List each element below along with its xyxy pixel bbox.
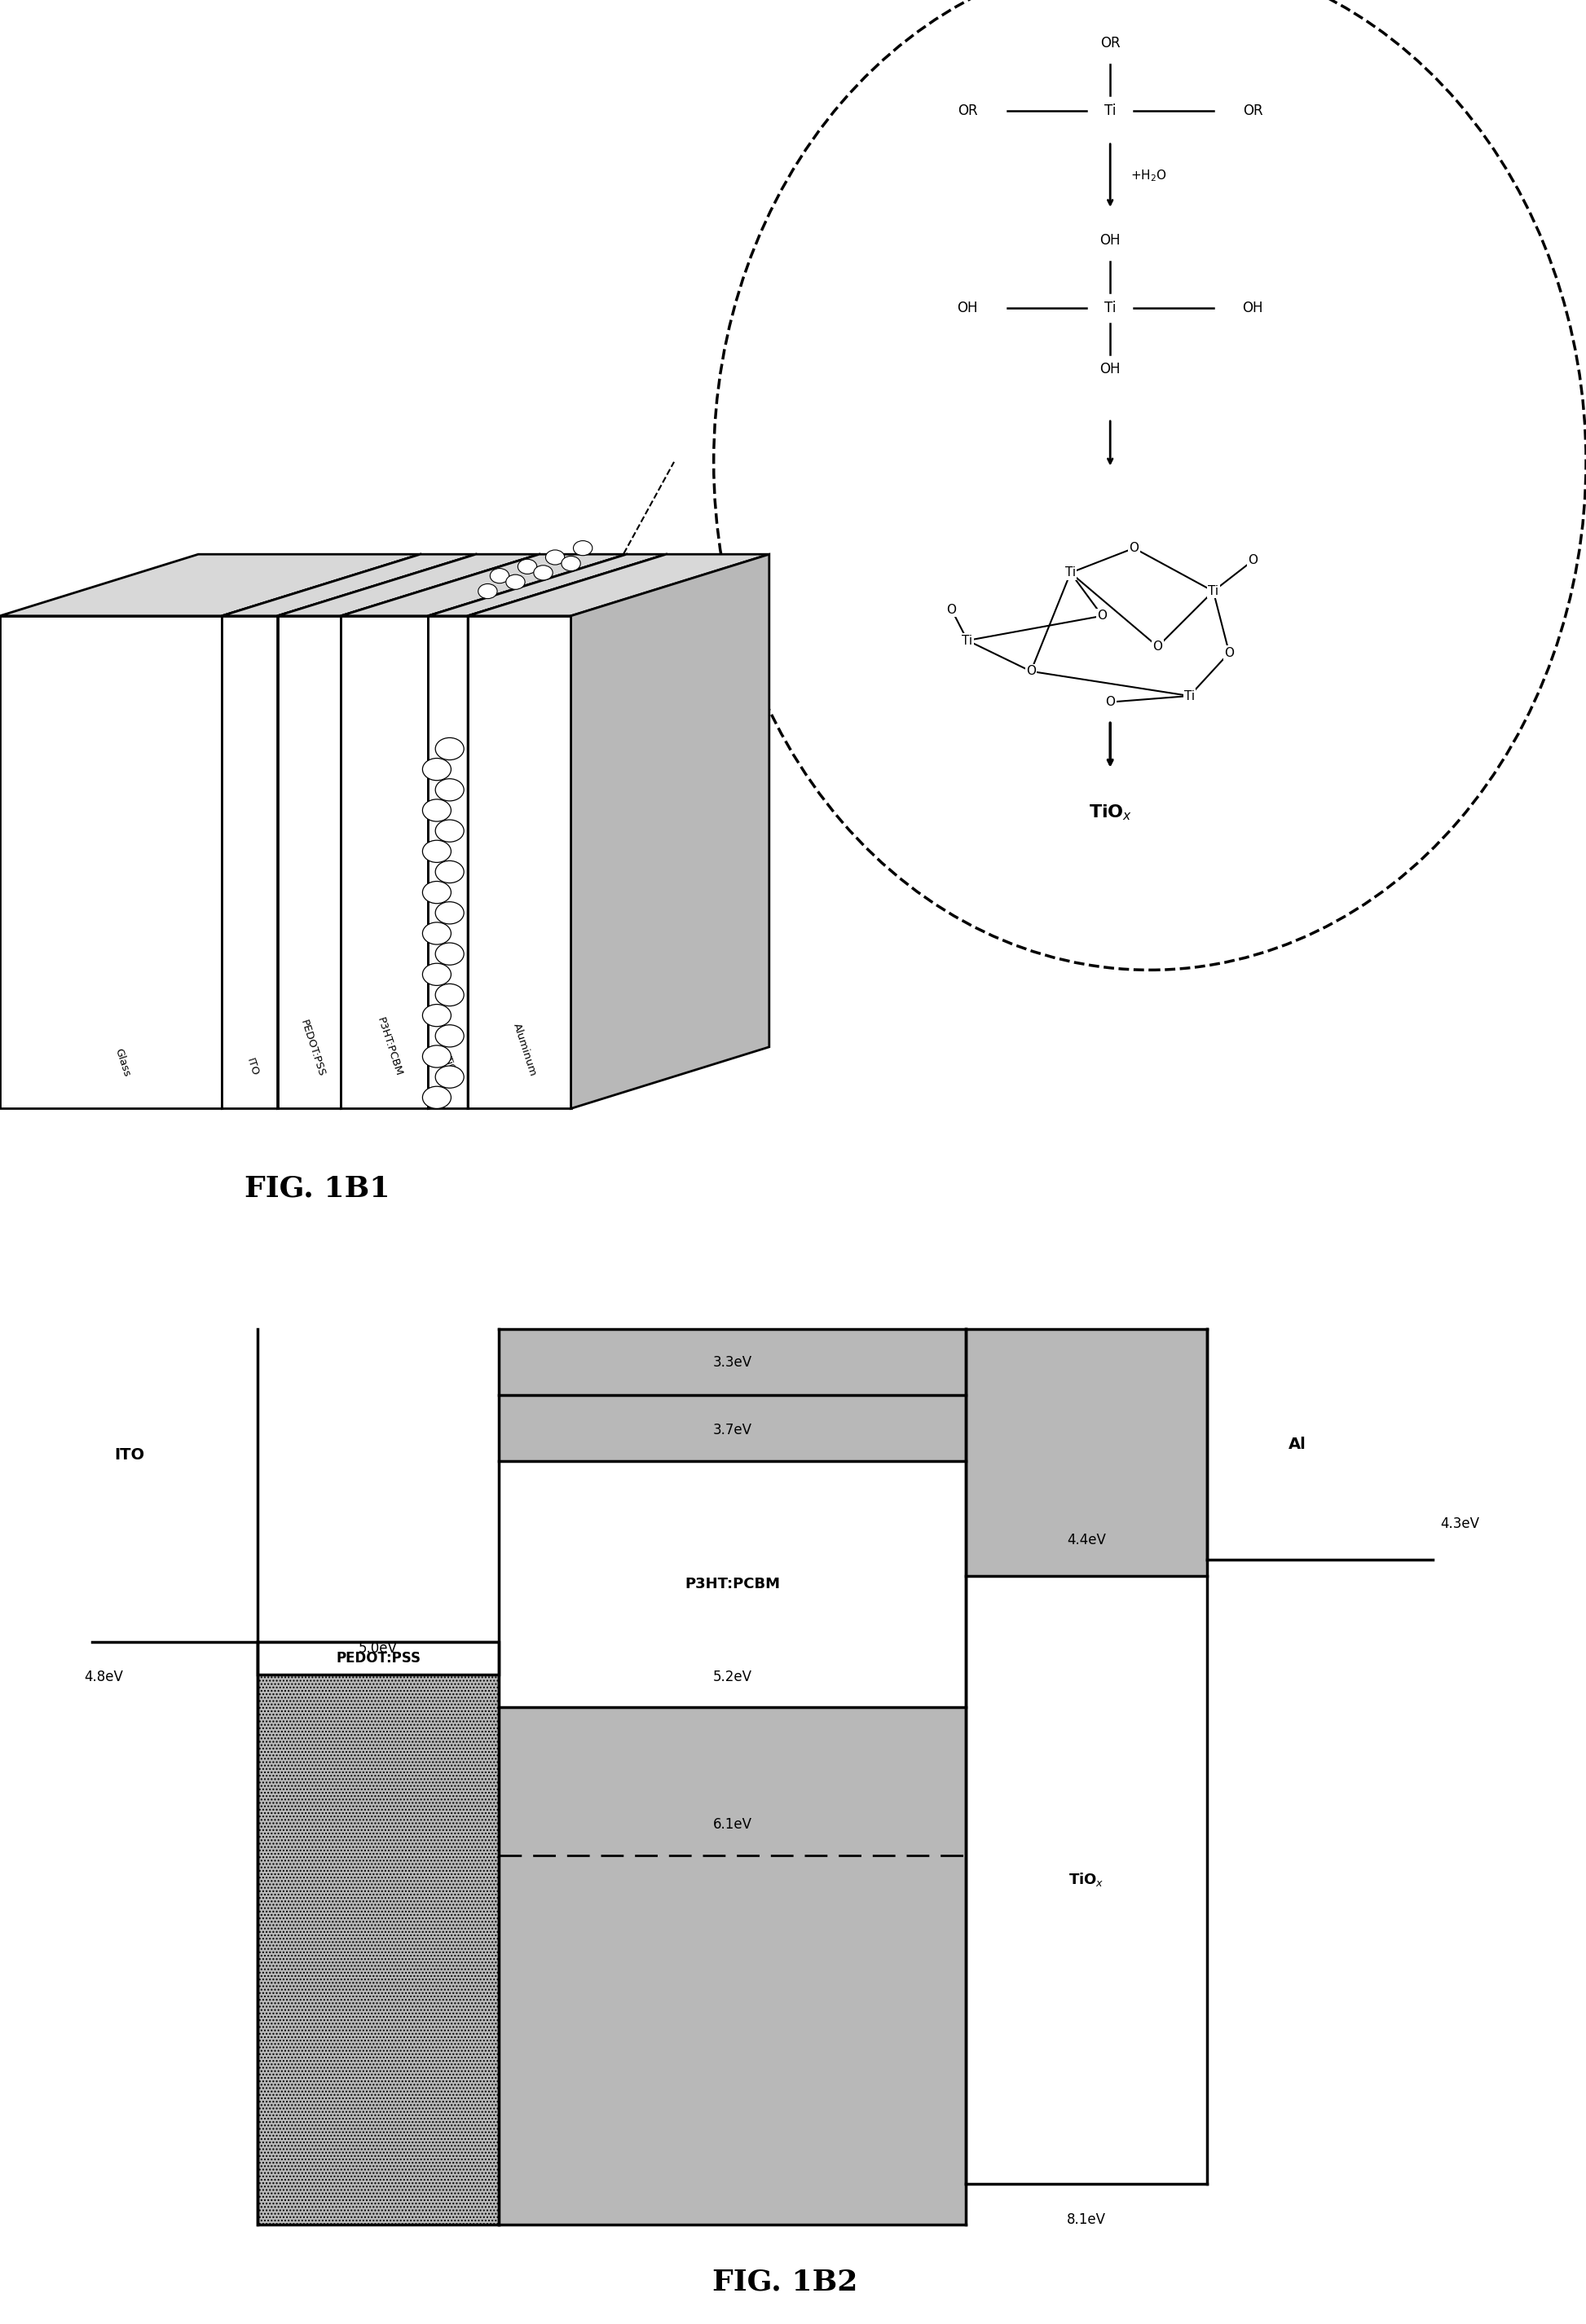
Text: O: O xyxy=(1105,695,1115,709)
Polygon shape xyxy=(341,555,539,1109)
Polygon shape xyxy=(222,555,420,1109)
Bar xyxy=(498,1394,966,1462)
Text: Ti: Ti xyxy=(1209,586,1218,597)
Bar xyxy=(498,1708,966,2224)
Polygon shape xyxy=(428,555,666,616)
Circle shape xyxy=(422,923,450,944)
Circle shape xyxy=(574,541,593,555)
Text: O: O xyxy=(1224,646,1234,660)
Text: P3HT:PCBM: P3HT:PCBM xyxy=(374,1016,403,1078)
Text: ITO: ITO xyxy=(244,1057,260,1078)
Text: TiO$_x$: TiO$_x$ xyxy=(441,1055,458,1078)
Text: TiO$_x$: TiO$_x$ xyxy=(1088,804,1132,823)
Circle shape xyxy=(546,551,565,565)
Text: +H$_2$O: +H$_2$O xyxy=(1129,167,1167,184)
Bar xyxy=(966,1576,1207,2185)
Circle shape xyxy=(517,560,538,574)
Text: Ti: Ti xyxy=(1104,105,1117,119)
Bar xyxy=(257,1641,500,1673)
Text: Ti: Ti xyxy=(1185,690,1194,702)
Circle shape xyxy=(435,1025,465,1048)
Text: O: O xyxy=(1129,541,1139,553)
Text: Ti: Ti xyxy=(1066,567,1075,579)
Text: OR: OR xyxy=(958,105,977,119)
Polygon shape xyxy=(468,555,769,616)
Circle shape xyxy=(435,860,465,883)
Text: O: O xyxy=(1098,609,1107,623)
Text: 4.8eV: 4.8eV xyxy=(84,1671,124,1685)
Polygon shape xyxy=(468,616,571,1109)
Text: 3.3eV: 3.3eV xyxy=(712,1355,752,1369)
Text: OR: OR xyxy=(1101,35,1120,51)
Circle shape xyxy=(422,758,450,781)
Text: 5.0eV: 5.0eV xyxy=(358,1641,398,1657)
Bar xyxy=(966,1329,1207,1576)
Text: 3.7eV: 3.7eV xyxy=(712,1422,752,1439)
Bar xyxy=(498,1329,966,1394)
Polygon shape xyxy=(468,555,666,1109)
Text: OH: OH xyxy=(1099,363,1121,376)
Circle shape xyxy=(422,1004,450,1027)
Circle shape xyxy=(422,881,450,904)
Text: OH: OH xyxy=(956,300,979,316)
Text: Al: Al xyxy=(1288,1436,1307,1452)
Polygon shape xyxy=(341,555,626,616)
Polygon shape xyxy=(571,555,769,1109)
Text: 5.2eV: 5.2eV xyxy=(712,1669,752,1685)
Polygon shape xyxy=(222,555,476,616)
Text: OH: OH xyxy=(1242,300,1264,316)
Polygon shape xyxy=(428,555,626,1109)
Circle shape xyxy=(435,902,465,925)
Circle shape xyxy=(435,1067,465,1088)
Bar xyxy=(498,1462,966,1708)
Circle shape xyxy=(479,583,498,600)
Circle shape xyxy=(422,1046,450,1067)
Polygon shape xyxy=(278,555,539,616)
Polygon shape xyxy=(0,616,222,1109)
Text: 4.4eV: 4.4eV xyxy=(1067,1534,1105,1548)
Circle shape xyxy=(435,820,465,841)
Circle shape xyxy=(422,964,450,985)
Text: Ti: Ti xyxy=(1104,300,1117,316)
Text: 6.1eV: 6.1eV xyxy=(712,1817,752,1831)
Circle shape xyxy=(435,737,465,760)
Circle shape xyxy=(561,555,580,572)
Text: O: O xyxy=(1026,665,1036,676)
Text: O: O xyxy=(1153,641,1163,653)
Circle shape xyxy=(422,1085,450,1109)
Text: TiO$_x$: TiO$_x$ xyxy=(1069,1871,1104,1889)
Text: Ti: Ti xyxy=(963,634,972,646)
Text: 8.1eV: 8.1eV xyxy=(1067,2212,1105,2226)
Polygon shape xyxy=(278,616,341,1109)
Circle shape xyxy=(506,574,525,590)
Circle shape xyxy=(490,569,509,583)
Text: P3HT:PCBM: P3HT:PCBM xyxy=(685,1576,780,1592)
Text: Glass: Glass xyxy=(113,1046,132,1078)
Text: PEDOT:PSS: PEDOT:PSS xyxy=(298,1018,327,1078)
Polygon shape xyxy=(0,555,420,616)
Polygon shape xyxy=(428,616,468,1109)
Bar xyxy=(257,1641,500,2224)
Text: Aluminum: Aluminum xyxy=(511,1023,538,1078)
Text: ITO: ITO xyxy=(114,1448,144,1462)
Polygon shape xyxy=(278,555,476,1109)
Text: FIG. 1B2: FIG. 1B2 xyxy=(712,2268,858,2296)
Circle shape xyxy=(422,799,450,820)
Text: FIG. 1B1: FIG. 1B1 xyxy=(244,1174,390,1202)
Circle shape xyxy=(435,944,465,964)
Text: 4.3eV: 4.3eV xyxy=(1440,1515,1480,1532)
Circle shape xyxy=(435,983,465,1006)
Text: O: O xyxy=(947,604,956,616)
Circle shape xyxy=(435,779,465,802)
Polygon shape xyxy=(222,616,278,1109)
Text: OH: OH xyxy=(1099,232,1121,249)
Text: O: O xyxy=(1248,555,1258,567)
Circle shape xyxy=(422,841,450,862)
Circle shape xyxy=(533,565,554,581)
Text: OR: OR xyxy=(1243,105,1262,119)
Text: PEDOT:PSS: PEDOT:PSS xyxy=(336,1650,420,1666)
Polygon shape xyxy=(341,616,428,1109)
